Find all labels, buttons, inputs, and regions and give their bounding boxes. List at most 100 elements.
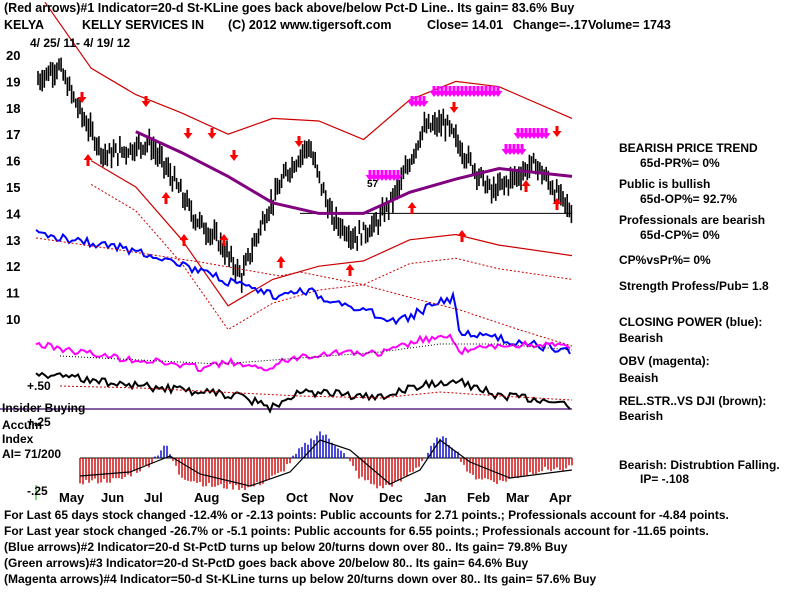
buy-arrow	[179, 234, 189, 246]
pr-value: 65d-PR%= 0%	[640, 156, 720, 170]
obv-line	[35, 333, 571, 373]
ticker-symbol: KELYA	[4, 18, 45, 32]
copyright: (C) 2012 www.tigersoft.com	[228, 18, 392, 32]
buy-arrow	[345, 264, 355, 276]
reference-lines	[0, 408, 572, 500]
sell-arrow	[449, 102, 459, 113]
indicator-1-description: (Red arrows)#1 Indicator=20-d St-KLine g…	[4, 1, 575, 15]
volume-value: Volume= 1743	[588, 18, 671, 32]
x-tick-label: Jan	[424, 490, 446, 505]
company-name: KELLY SERVICES IN	[82, 18, 205, 32]
x-tick-label: Sep	[241, 490, 265, 505]
buy-arrow	[161, 192, 171, 204]
footer-last-year: For Last year stock changed -26.7% or -5…	[4, 524, 709, 538]
relative-strength-ma	[59, 385, 573, 401]
moving-average-line	[135, 130, 573, 215]
closing-power-title: CLOSING POWER (blue):	[619, 315, 763, 329]
band-layer	[44, 1, 573, 331]
sell-arrow	[552, 126, 562, 137]
y-tick-label: 13	[6, 233, 20, 248]
close-value: Close= 14.01	[427, 18, 504, 32]
footer-blue-arrows: (Blue arrows)#2 Indicator=20-d St-PctD t…	[4, 540, 568, 554]
price-bars	[37, 57, 573, 293]
y-tick-label: 14	[6, 206, 21, 221]
axis-ticks: 10 11 12 13 14 15 16 17 18 19 20 May Jun Jul Aug Sep Oct…	[6, 48, 571, 505]
footer-65-day: For Last 65 days stock changed -12.4% or…	[4, 508, 729, 522]
x-tick-label: Apr	[549, 490, 571, 505]
x-tick-label: Mar	[506, 490, 529, 505]
label-plus-50: +.50	[27, 379, 51, 393]
footer-green-arrows: (Green arrows)#3 Indicator=20-d St-PctD …	[4, 556, 529, 570]
x-tick-label: Jul	[144, 490, 163, 505]
sell-arrow	[493, 86, 503, 97]
buy-arrow	[219, 234, 229, 246]
label-plus-25: +.25	[27, 415, 51, 429]
y-tick-label: 11	[6, 286, 20, 301]
x-tick-label: Dec	[379, 490, 403, 505]
obv-value: Beaish	[619, 371, 659, 385]
cp-vs-pr: CP%vsPr%= 0%	[619, 253, 711, 267]
obv-ma	[59, 343, 573, 365]
label-index: Index	[2, 432, 34, 446]
op-value: 65d-OP%= 92.7%	[640, 192, 738, 206]
upper-band-line	[44, 1, 573, 141]
strength-ratio: Strength Profess/Pub= 1.8	[619, 279, 769, 293]
y-tick-label: 12	[6, 259, 20, 274]
x-tick-label: Nov	[329, 490, 354, 505]
x-tick-label: Feb	[467, 490, 490, 505]
label-ai: AI= 71/200	[2, 447, 62, 461]
y-tick-label: 16	[6, 154, 20, 169]
sell-arrow	[393, 170, 403, 181]
date-range: 4/ 25/ 11- 4/ 19/ 12	[30, 36, 131, 50]
rel-strength-value: Bearish	[619, 409, 664, 423]
change-value: Change=-.17	[513, 18, 588, 32]
x-tick-label: Jun	[101, 490, 124, 505]
accum-ma-line	[79, 439, 573, 487]
rel-strength-title: REL.STR..VS DJI (brown):	[619, 394, 767, 408]
distribution-title: Bearish: Distrubtion Falling.	[619, 458, 780, 472]
closing-power-line	[35, 229, 571, 355]
y-tick-label: 18	[6, 101, 20, 116]
buy-arrow	[407, 202, 417, 214]
x-tick-label: Oct	[286, 490, 308, 505]
sell-arrow	[419, 96, 429, 107]
closing-power-ma	[35, 237, 573, 347]
arrow-count-label: 57	[367, 179, 379, 190]
closing-power-value: Bearish	[619, 331, 664, 345]
sell-arrow	[77, 92, 87, 103]
buy-arrow	[457, 230, 467, 242]
sell-arrow	[183, 128, 193, 139]
trend-title: BEARISH PRICE TREND	[619, 141, 758, 155]
buy-arrow	[521, 180, 531, 192]
relative-strength-line	[35, 371, 571, 414]
label-insider-buying: Insider Buying	[2, 401, 86, 415]
sell-arrow	[229, 150, 239, 161]
buy-arrow	[276, 256, 286, 268]
footer-magenta-arrows: (Magenta arrows)#4 Indicator=50-d St-KLi…	[4, 572, 597, 586]
buy-arrow	[83, 154, 93, 166]
moving-average-layer	[135, 130, 573, 215]
y-tick-label: 19	[6, 74, 20, 89]
label-minus-25: -.25	[27, 484, 48, 498]
cp-value: 65d-CP%= 0%	[640, 228, 720, 242]
public-title: Public is bullish	[619, 177, 711, 191]
y-tick-label: 10	[6, 312, 20, 327]
sell-arrow	[141, 96, 151, 107]
y-tick-label: 20	[6, 48, 20, 63]
x-tick-label: Aug	[194, 490, 219, 505]
indicator-layer	[35, 229, 573, 414]
x-tick-label: May	[59, 490, 85, 505]
y-tick-label: 15	[6, 180, 20, 195]
professionals-title: Professionals are bearish	[619, 213, 766, 227]
obv-title: OBV (magenta):	[619, 354, 710, 368]
sell-arrow	[541, 128, 551, 139]
sell-arrow	[294, 136, 304, 147]
ip-value: IP= -.108	[640, 472, 690, 486]
lower-band-line	[90, 160, 573, 307]
label-accum: Accum	[2, 418, 43, 432]
sell-arrow	[517, 144, 527, 155]
accumulation-histogram	[79, 431, 573, 490]
buy-arrow	[552, 198, 562, 210]
sell-arrow	[207, 128, 217, 139]
